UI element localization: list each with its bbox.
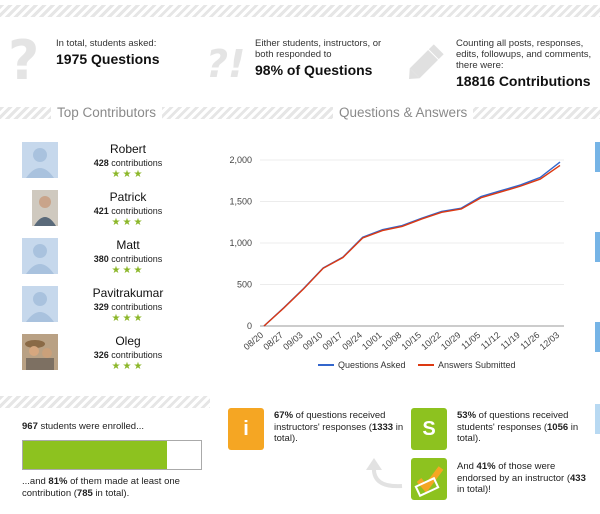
x-tick-label: 09/24 — [340, 330, 364, 352]
questions-answers-chart: 05001,0001,5002,00008/2008/2709/0309/100… — [229, 155, 564, 370]
student-response-icon: S — [411, 408, 447, 450]
y-tick-label: 2,000 — [229, 155, 252, 165]
curved-arrow-icon — [366, 458, 403, 489]
questions-answers-title: Questions & Answers — [333, 105, 474, 121]
x-tick-label: 10/22 — [419, 330, 443, 352]
enrollment-hatch-divider — [0, 396, 210, 408]
contributor-matt[interactable]: Matt 380 contributions ★★★ — [22, 238, 212, 278]
student-responses-text: 53% of questions received students' resp… — [457, 410, 579, 444]
top-hatch-divider — [0, 5, 600, 17]
y-tick-label: 500 — [237, 280, 252, 290]
contributed-text: ...and 81% of them made at least one con… — [22, 476, 180, 499]
contributor-count: 380 contributions — [93, 254, 163, 264]
stat-label: In total, students asked: — [56, 38, 157, 49]
stat-value: 98% of Questions — [255, 62, 373, 78]
top-contributors-title: Top Contributors — [51, 105, 163, 121]
contributor-count: 326 contributions — [93, 350, 163, 360]
contributor-count: 329 contributions — [93, 302, 163, 312]
side-tab[interactable] — [595, 322, 600, 352]
stat-responded: Either students, instructors, or both re… — [255, 38, 400, 78]
series-line-0 — [263, 161, 561, 327]
instructor-info-icon: i — [228, 408, 264, 450]
contributor-pavitrakumar[interactable]: Pavitrakumar 329 contributions ★★★ — [22, 286, 212, 326]
stat-contributions: Counting all posts, responses, edits, fo… — [456, 38, 598, 89]
x-tick-label: 10/29 — [439, 330, 463, 352]
x-tick-label: 09/03 — [281, 330, 305, 352]
x-tick-label: 12/03 — [538, 330, 562, 352]
stat-label: Either students, instructors, or both re… — [255, 38, 382, 60]
avatar — [22, 286, 58, 322]
star-rating-icon: ★★★ — [111, 265, 145, 276]
enrolled-count: 967 — [22, 421, 38, 432]
star-rating-icon: ★★★ — [111, 169, 145, 180]
contributor-name: Patrick — [109, 190, 147, 204]
x-tick-label: 11/19 — [499, 330, 522, 352]
x-tick-label: 08/20 — [242, 330, 266, 352]
avatar — [22, 238, 58, 274]
legend-label: Questions Asked — [338, 360, 406, 370]
contributor-robert[interactable]: Robert 428 contributions ★★★ — [22, 142, 212, 182]
star-rating-icon: ★★★ — [111, 361, 145, 372]
side-tab[interactable] — [595, 404, 600, 434]
y-tick-label: 0 — [247, 321, 252, 331]
side-tab[interactable] — [595, 232, 600, 262]
exclamation-question-icon: ?! — [206, 42, 246, 86]
y-tick-label: 1,500 — [229, 197, 252, 207]
avatar — [32, 190, 58, 226]
legend-label: Answers Submitted — [438, 360, 516, 370]
x-tick-label: 11/05 — [459, 330, 482, 352]
endorsed-check-icon — [411, 458, 447, 500]
contributor-name: Matt — [116, 238, 140, 252]
endorsed-text: And 41% of those were endorsed by an ins… — [457, 461, 586, 495]
contributor-count: 428 contributions — [93, 158, 163, 168]
contributor-name: Pavitrakumar — [92, 286, 164, 300]
avatar — [22, 334, 58, 370]
stat-label: Counting all posts, responses, edits, fo… — [456, 38, 592, 71]
x-tick-label: 09/10 — [301, 330, 325, 352]
stat-value: 18816 Contributions — [456, 73, 591, 89]
x-tick-label: 10/01 — [360, 330, 384, 352]
contributor-name: Robert — [109, 142, 147, 156]
contributor-patrick[interactable]: Patrick 421 contributions ★★★ — [22, 190, 212, 230]
progress-fill — [23, 441, 168, 469]
question-mark-icon: ? — [8, 29, 40, 92]
series-line-1 — [263, 164, 561, 327]
star-rating-icon: ★★★ — [111, 313, 145, 324]
x-tick-label: 08/27 — [261, 330, 285, 352]
contribution-progress-bar — [22, 440, 202, 470]
contributor-oleg[interactable]: Oleg 326 contributions ★★★ — [22, 334, 212, 374]
x-tick-label: 11/26 — [518, 330, 541, 352]
contributor-count: 421 contributions — [93, 206, 163, 216]
x-tick-label: 11/12 — [479, 330, 502, 352]
pencil-icon — [409, 44, 444, 79]
stat-value: 1975 Questions — [56, 51, 160, 67]
contributor-name: Oleg — [115, 334, 141, 348]
star-rating-icon: ★★★ — [111, 217, 145, 228]
stat-total-questions: In total, students asked: 1975 Questions — [56, 38, 160, 67]
instructor-responses-text: 67% of questions received instructors' r… — [274, 410, 404, 444]
x-tick-label: 10/15 — [399, 330, 423, 352]
y-tick-label: 1,000 — [229, 238, 252, 248]
side-tab[interactable] — [595, 142, 600, 172]
avatar — [22, 142, 58, 178]
x-tick-label: 10/08 — [380, 330, 404, 352]
x-tick-label: 09/17 — [321, 330, 345, 352]
enrolled-text: 967 students were enrolled... — [22, 421, 145, 432]
